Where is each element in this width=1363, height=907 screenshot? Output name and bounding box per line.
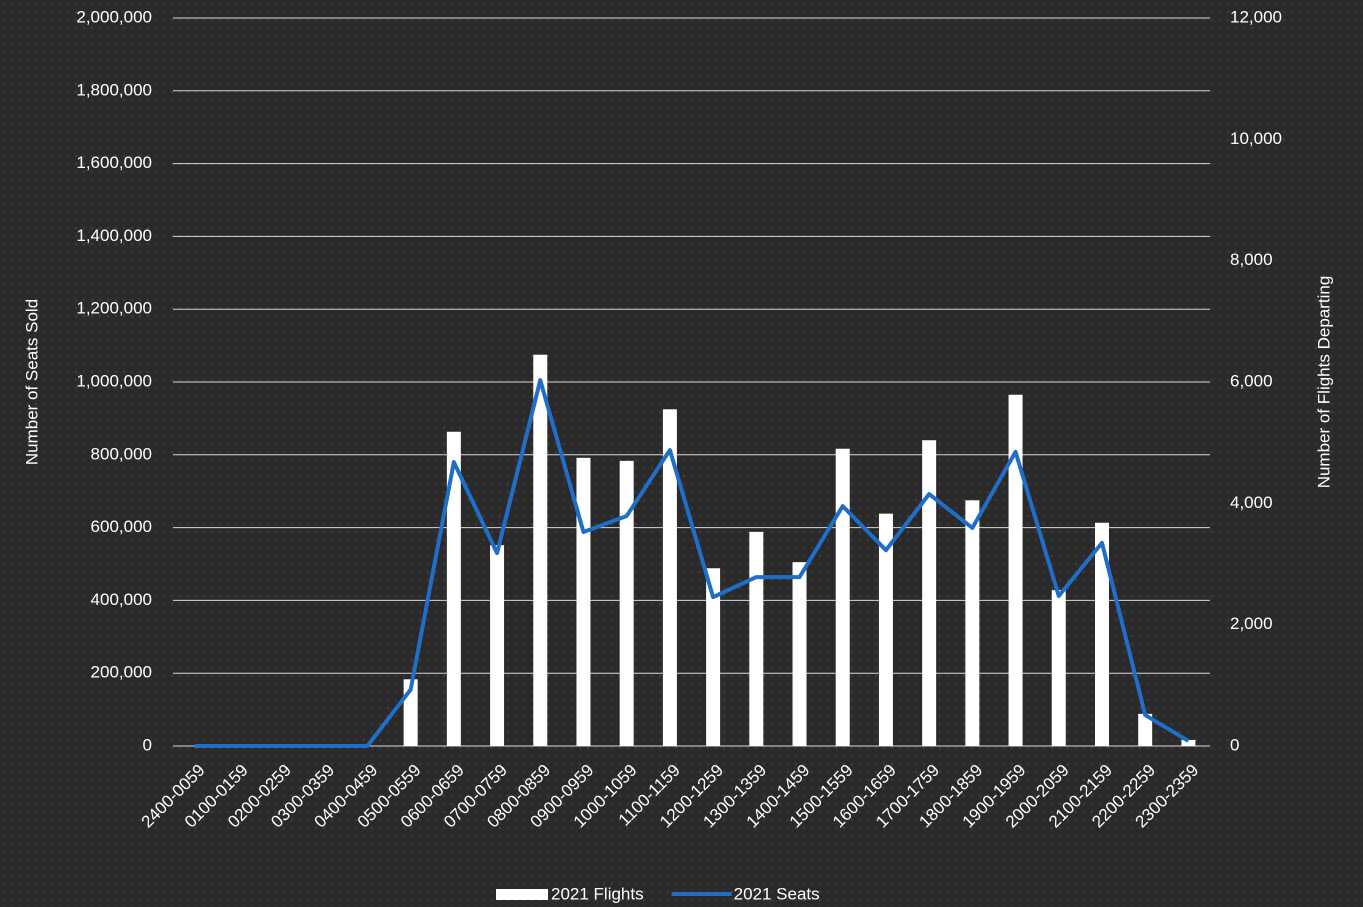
y-tick-label: 400,000 (91, 590, 152, 609)
bar (490, 545, 505, 746)
bar (1094, 522, 1109, 746)
y-tick-label: 200,000 (91, 663, 152, 682)
bar (835, 448, 850, 746)
bar (1008, 394, 1023, 746)
bar (1138, 713, 1153, 746)
bar (619, 460, 634, 746)
bar (792, 562, 807, 746)
y2-tick-label: 4,000 (1230, 493, 1273, 512)
bar (878, 513, 893, 746)
legend-label: 2021 Seats (734, 884, 820, 903)
bar (1181, 739, 1196, 746)
bar (662, 409, 677, 746)
y-tick-label: 1,600,000 (76, 153, 152, 172)
bar (446, 431, 461, 746)
y2-tick-label: 0 (1230, 735, 1239, 754)
y2-tick-label: 10,000 (1230, 129, 1282, 148)
y-tick-label: 1,200,000 (76, 299, 152, 318)
y-tick-label: 0 (143, 735, 152, 754)
y2-axis-label: Number of Flights Departing (1314, 276, 1333, 489)
y-tick-label: 1,000,000 (76, 371, 152, 390)
y2-tick-label: 12,000 (1230, 7, 1282, 26)
bar (533, 354, 548, 746)
y-tick-label: 1,800,000 (76, 80, 152, 99)
y-tick-label: 800,000 (91, 444, 152, 463)
legend-swatch (496, 889, 548, 900)
bar (1051, 590, 1066, 746)
y-tick-label: 2,000,000 (76, 7, 152, 26)
bar (749, 531, 764, 746)
y-tick-label: 600,000 (91, 517, 152, 536)
bar (706, 568, 721, 746)
y2-tick-label: 6,000 (1230, 371, 1273, 390)
y-tick-label: 1,400,000 (76, 226, 152, 245)
bar (965, 500, 980, 746)
line (194, 378, 1190, 748)
bar (922, 440, 937, 746)
y-axis-label: Number of Seats Sold (22, 299, 41, 465)
bar (576, 457, 591, 746)
y2-tick-label: 8,000 (1230, 250, 1273, 269)
legend-label: 2021 Flights (551, 884, 644, 903)
y2-tick-label: 2,000 (1230, 614, 1273, 633)
